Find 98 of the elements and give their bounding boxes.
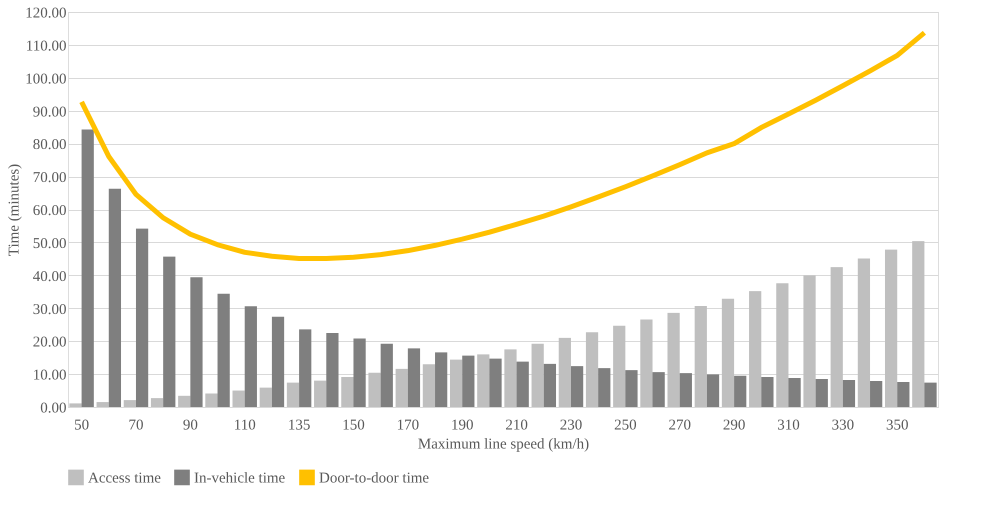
bar [788,378,801,407]
x-tick-label: 330 [832,418,854,434]
bar [516,362,529,407]
bar [558,338,571,407]
bar [232,390,245,407]
bar [598,368,610,407]
y-tick-label: 40.00 [32,268,66,285]
bar [286,382,300,407]
bar [734,376,746,407]
bar [341,377,354,407]
bar [544,364,556,407]
bar [776,283,788,407]
bar [462,356,474,407]
bar [858,258,870,407]
y-axis-title: Time (minutes) [6,164,22,256]
bar [408,348,420,407]
x-tick-label: 310 [777,418,800,434]
x-tick-label: 50 [74,418,90,434]
bar [163,256,176,407]
y-tick-label: 120.00 [25,6,66,22]
bar [722,298,734,407]
bar [694,306,707,407]
bar [380,344,393,407]
x-tick-label: 250 [614,418,637,434]
x-tick-label: 230 [560,418,582,434]
bar [504,349,517,407]
x-tick-label: 350 [886,418,908,434]
x-tick-label: 135 [288,418,310,434]
bar [205,394,218,407]
legend-label: In-vehicle time [194,470,286,486]
bar [803,275,816,407]
bar [326,332,339,407]
bar [108,188,122,407]
bar [761,377,774,407]
bar [667,312,680,407]
bar [368,372,381,407]
y-tick-label: 80.00 [32,137,66,154]
bar [150,398,164,407]
bar [244,306,257,407]
x-tick-label: 90 [182,418,198,434]
bar [897,382,910,407]
bar [586,332,598,407]
bar [613,326,626,407]
bar [314,380,326,407]
bar [706,374,720,407]
y-tick-label: 60.00 [32,203,66,219]
bar [435,352,448,407]
bar [190,277,203,407]
y-tick-label: 110.00 [26,38,66,54]
x-tick-label: 190 [450,418,474,434]
bar [477,354,490,407]
bar [816,379,828,407]
y-tick-label: 30.00 [32,302,66,318]
bar [912,241,924,407]
y-tick-label: 70.00 [32,170,66,186]
legend-label: Door-to-door time [319,470,430,486]
bar [570,366,584,407]
bar [124,400,136,407]
x-axis-title: Maximum line speed (km/h) [418,436,590,452]
bar [272,316,284,407]
bar [69,403,82,407]
bar [749,291,762,407]
y-tick-label: 10.00 [32,368,66,384]
bar [353,338,366,407]
bar [532,344,544,407]
y-tick-label: 90.00 [32,104,66,120]
bar [450,360,462,407]
bar [96,402,109,407]
x-tick-label: 70 [128,418,144,434]
bar [842,380,856,407]
x-tick-label: 170 [396,418,420,434]
bar [299,329,312,407]
bar [422,364,436,407]
bar [396,368,408,407]
x-tick-label: 210 [505,418,528,434]
y-tick-label: 0.00 [40,400,66,416]
bar [870,380,882,407]
x-tick-label: 110 [234,418,256,434]
x-tick-label: 150 [342,418,365,434]
bar [260,388,272,407]
y-tick-label: 100.00 [25,71,66,88]
x-tick-label: 290 [722,418,746,434]
bar [680,373,692,407]
y-tick-label: 20.00 [32,334,66,351]
bar [218,294,230,407]
y-tick-label: 50.00 [32,236,66,252]
bar [82,130,94,407]
x-tick-label: 270 [668,418,691,434]
bar [830,267,843,407]
bar [884,250,898,407]
bar [652,372,665,407]
bar [178,396,190,407]
bar [924,382,937,407]
bar [625,370,638,407]
bar [489,358,502,407]
bar [136,228,148,407]
bar [640,319,653,407]
legend-label: Access time [88,470,162,486]
